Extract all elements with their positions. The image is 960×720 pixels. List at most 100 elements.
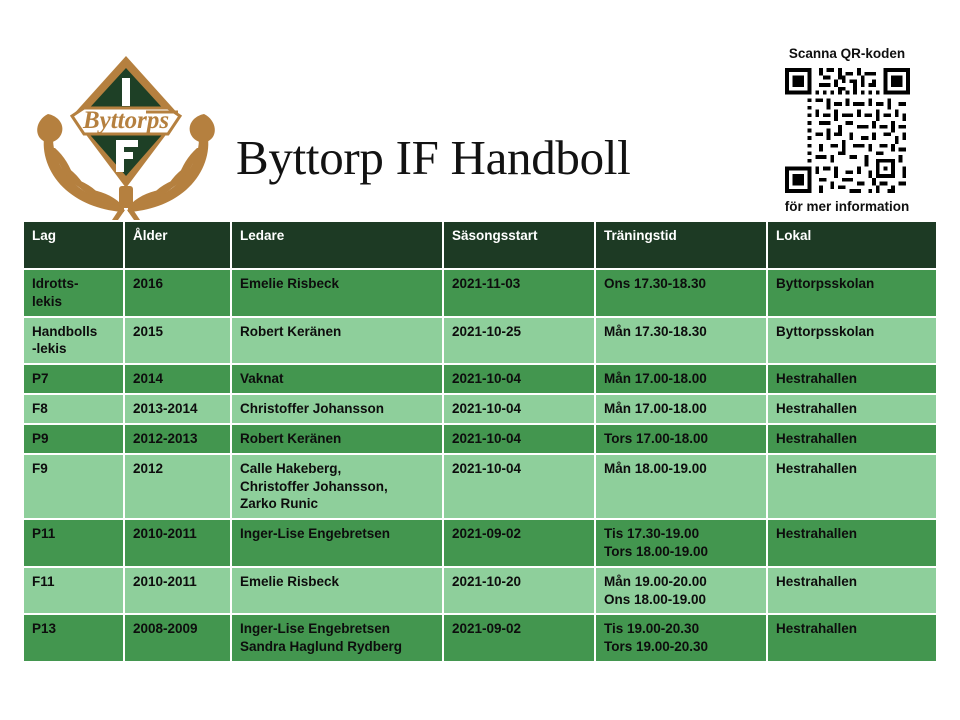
cell-sasongsstart-line: 2021-09-02 — [452, 526, 522, 542]
column-header-ledare: Ledare — [232, 222, 444, 270]
cell-lag: Idrotts-lekis — [24, 270, 125, 318]
cell-sasongsstart: 2021-11-03 — [444, 270, 596, 318]
cell-lag-line: lekis — [32, 293, 63, 309]
column-header-lokal: Lokal — [768, 222, 936, 270]
cell-sasongsstart: 2021-10-20 — [444, 567, 596, 616]
cell-traningstid-line: Mån 17.00-18.00 — [604, 371, 707, 387]
cell-traningstid-line: Ons 17.30-18.30 — [604, 276, 707, 291]
cell-lag: F8 — [24, 395, 125, 425]
table-row: F8 2013-2014 Christoffer Johansson 2021-10-… — [24, 395, 936, 425]
cell-sasongsstart-line: 2021-10-20 — [452, 573, 522, 589]
team-schedule-table: Lag Ålder Ledare Säsongsstart Träningsti… — [24, 222, 936, 663]
cell-ledare-line: Inger-Lise Engebretsen — [240, 621, 391, 637]
table-row: F11 2010-2011 Emelie Risbeck 2021-10-20 Mån … — [24, 567, 936, 616]
cell-lokal-line: Hestrahallen — [776, 621, 858, 637]
cell-ledare-line: Vaknat — [240, 371, 284, 387]
cell-traningstid-line: Ons 18.00-19.00 — [604, 591, 707, 607]
cell-traningstid: Mån 17.30-18.30 — [596, 317, 768, 366]
cell-alder-line: 2012 — [133, 460, 164, 476]
club-crest-logo: Byttorps — [28, 48, 224, 220]
cell-lokal-line: Hestrahallen — [776, 573, 858, 589]
cell-lokal: Byttorpsskolan — [768, 317, 936, 366]
cell-ledare: Christoffer Johansson — [232, 395, 444, 425]
cell-sasongsstart: 2021-10-25 — [444, 317, 596, 366]
cell-ledare: Inger-Lise Engebretsen — [232, 520, 444, 568]
cell-sasongsstart-line: 2021-10-04 — [452, 401, 522, 417]
cell-sasongsstart: 2021-10-04 — [444, 365, 596, 396]
qr-caption-bottom: för mer information — [784, 199, 910, 215]
page-header: Byttorps Byttorp IF Handboll Scanna QR-k… — [0, 0, 960, 222]
cell-lag-line: Idrotts- — [32, 276, 79, 291]
cell-traningstid-line: Tis 17.30-19.00 — [604, 526, 700, 542]
cell-ledare-line: Inger-Lise Engebretsen — [240, 526, 391, 542]
qr-code-image — [784, 68, 910, 194]
table-row: P7 2014 Vaknat 2021-10-04 Mån 17.00-18.00 Hes… — [24, 365, 936, 396]
cell-ledare-line: Emelie Risbeck — [240, 573, 340, 589]
cell-alder-line: 2016 — [133, 276, 164, 291]
cell-traningstid-line: Mån 18.00-19.00 — [604, 460, 707, 476]
cell-lokal-line: Byttorpsskolan — [776, 323, 875, 339]
cell-lokal-line: Byttorpsskolan — [776, 276, 875, 291]
cell-traningstid-line: Tors 19.00-20.30 — [604, 639, 709, 655]
cell-ledare: Calle Hakeberg, Christoffer Johansson, Zar… — [232, 454, 444, 521]
table-header-row: Lag Ålder Ledare Säsongsstart Träningsti… — [24, 222, 936, 270]
cell-lag-line: F9 — [32, 460, 48, 476]
cell-ledare-line: Christoffer Johansson, — [240, 478, 388, 494]
cell-traningstid: Tors 17.00-18.00 — [596, 424, 768, 455]
cell-traningstid: Mån 17.00-18.00 — [596, 365, 768, 396]
cell-alder-line: 2014 — [133, 371, 164, 387]
cell-alder: 2012-2013 — [125, 424, 232, 455]
column-header-lag: Lag — [24, 222, 125, 270]
cell-sasongsstart: 2021-10-04 — [444, 454, 596, 521]
cell-alder-line: 2012-2013 — [133, 430, 198, 446]
cell-sasongsstart-line: 2021-10-04 — [452, 371, 522, 387]
cell-sasongsstart: 2021-09-02 — [444, 520, 596, 568]
cell-traningstid: Ons 17.30-18.30 — [596, 270, 768, 318]
cell-ledare: Vaknat — [232, 365, 444, 396]
cell-lokal: Hestrahallen — [768, 365, 936, 396]
cell-sasongsstart: 2021-10-04 — [444, 395, 596, 425]
cell-lag-line: F11 — [32, 573, 55, 589]
cell-sasongsstart: 2021-10-04 — [444, 424, 596, 455]
cell-lag-line: F8 — [32, 401, 48, 417]
cell-lokal-line: Hestrahallen — [776, 401, 858, 417]
cell-lokal: Byttorpsskolan — [768, 270, 936, 318]
cell-ledare-line: Emelie Risbeck — [240, 276, 340, 291]
cell-traningstid: Mån 17.00-18.00 — [596, 395, 768, 425]
cell-lag: P9 — [24, 424, 125, 455]
cell-alder: 2013-2014 — [125, 395, 232, 425]
cell-traningstid-line: Tors 18.00-19.00 — [604, 543, 709, 559]
cell-lokal: Hestrahallen — [768, 615, 936, 663]
column-header-traningstid: Träningstid — [596, 222, 768, 270]
cell-alder: 2014 — [125, 365, 232, 396]
cell-lag-line: P13 — [32, 621, 57, 637]
cell-traningstid-line: Tors 17.00-18.00 — [604, 430, 709, 446]
cell-lag-line: Handbolls — [32, 323, 98, 339]
cell-lag: Handbolls -lekis — [24, 317, 125, 366]
cell-lokal-line: Hestrahallen — [776, 371, 858, 387]
cell-sasongsstart-line: 2021-09-02 — [452, 621, 522, 637]
column-header-sasongsstart: Säsongsstart — [444, 222, 596, 270]
table-row: P9 2012-2013 Robert Keränen 2021-10-04 Tors … — [24, 424, 936, 455]
cell-traningstid-line: Mån 19.00-20.00 — [604, 573, 707, 589]
cell-sasongsstart-line: 2021-10-25 — [452, 323, 522, 339]
cell-lokal: Hestrahallen — [768, 424, 936, 455]
cell-sasongsstart: 2021-09-02 — [444, 615, 596, 663]
cell-alder-line: 2013-2014 — [133, 401, 198, 417]
cell-lag-line: P11 — [32, 526, 56, 542]
cell-lokal: Hestrahallen — [768, 567, 936, 616]
cell-lag: P11 — [24, 520, 125, 568]
cell-ledare-line: Robert Keränen — [240, 430, 342, 446]
cell-lag-line: P7 — [32, 371, 49, 387]
cell-sasongsstart-line: 2021-10-04 — [452, 430, 522, 446]
cell-lag: F11 — [24, 567, 125, 616]
cell-lokal: Hestrahallen — [768, 454, 936, 521]
table-row: Idrotts-lekis 2016 Emelie Risbeck 2021-11-0… — [24, 270, 936, 318]
cell-traningstid: Tis 19.00-20.30 Tors 19.00-20.30 — [596, 615, 768, 663]
cell-lag: F9 — [24, 454, 125, 521]
cell-alder: 2012 — [125, 454, 232, 521]
cell-traningstid: Tis 17.30-19.00 Tors 18.00-19.00 — [596, 520, 768, 568]
cell-alder: 2015 — [125, 317, 232, 366]
cell-lokal: Hestrahallen — [768, 395, 936, 425]
table-body: Idrotts-lekis 2016 Emelie Risbeck 2021-11-0… — [24, 270, 936, 663]
